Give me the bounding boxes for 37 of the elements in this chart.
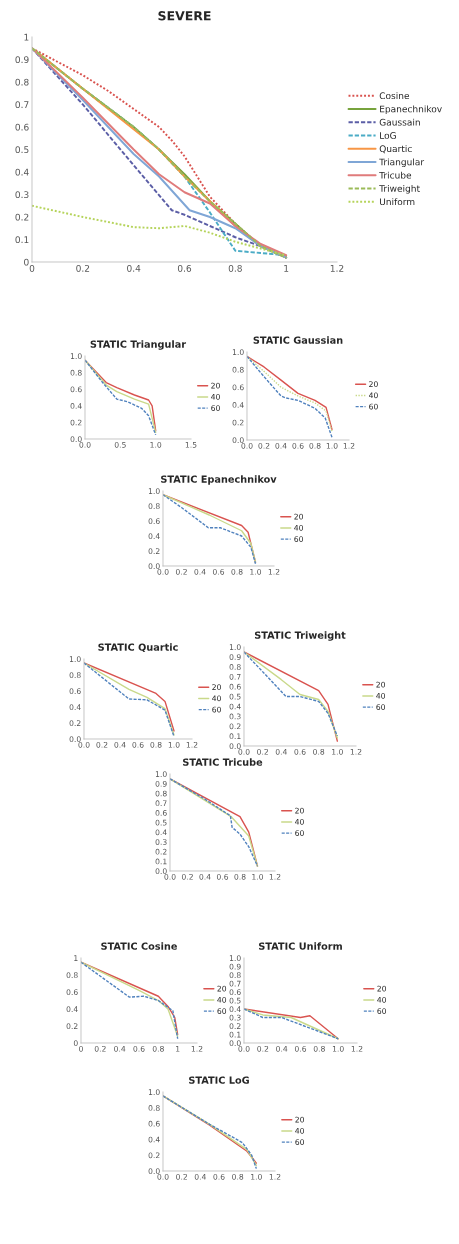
- chart-title: STATIC Tricube: [183, 758, 263, 766]
- line-series: [170, 778, 259, 867]
- y-tick-label: 0.7: [15, 101, 29, 109]
- y-tick-label: 0.9: [15, 56, 29, 64]
- x-tick-label: 0.4: [127, 264, 141, 272]
- chart-title: STATIC Epanechnikov: [161, 475, 277, 485]
- legend-label: Tricube: [379, 171, 412, 179]
- chart-title: STATIC Quartic: [98, 643, 178, 653]
- y-tick-label: 0.5: [15, 146, 29, 154]
- x-tick-label: 0.6: [177, 264, 192, 272]
- legend-label: Triweight: [379, 184, 420, 194]
- chart-title: STATIC Cosine: [101, 942, 177, 950]
- chart-title: STATIC Uniform: [259, 942, 342, 950]
- legend-label: LoG: [380, 132, 396, 139]
- chart-title: STATIC Gaussian: [253, 336, 343, 344]
- legend-label: Quartic: [379, 145, 412, 154]
- line-series: [244, 1008, 339, 1040]
- y-tick-label: 0: [24, 258, 29, 266]
- chart-title: STATIC Triangular: [90, 340, 187, 350]
- y-tick-label: 1: [24, 33, 29, 41]
- x-tick-label: 0: [29, 264, 35, 272]
- y-tick-label: 0.6: [15, 123, 29, 131]
- legend-label: Uniform: [380, 198, 415, 206]
- legend-label: Gaussain: [379, 118, 420, 126]
- y-tick-label: 0.3: [15, 191, 29, 199]
- legend-label: Triangular: [379, 158, 425, 168]
- y-tick-label: 0.1: [15, 236, 29, 244]
- y-tick-label: 0.4: [15, 168, 29, 176]
- legend-label: Epanechnikov: [380, 105, 442, 115]
- chart-title: SEVERE: [158, 11, 211, 21]
- y-tick-label: 0.2: [15, 213, 29, 221]
- y-tick-label: 0.8: [15, 78, 29, 86]
- x-tick-label: 1.2: [330, 264, 344, 272]
- legend-label: Cosine: [379, 92, 410, 100]
- chart-title: STATIC LoG: [189, 1076, 249, 1084]
- chart-title: STATIC Triweight: [254, 631, 346, 641]
- x-tick-label: 1: [284, 265, 289, 272]
